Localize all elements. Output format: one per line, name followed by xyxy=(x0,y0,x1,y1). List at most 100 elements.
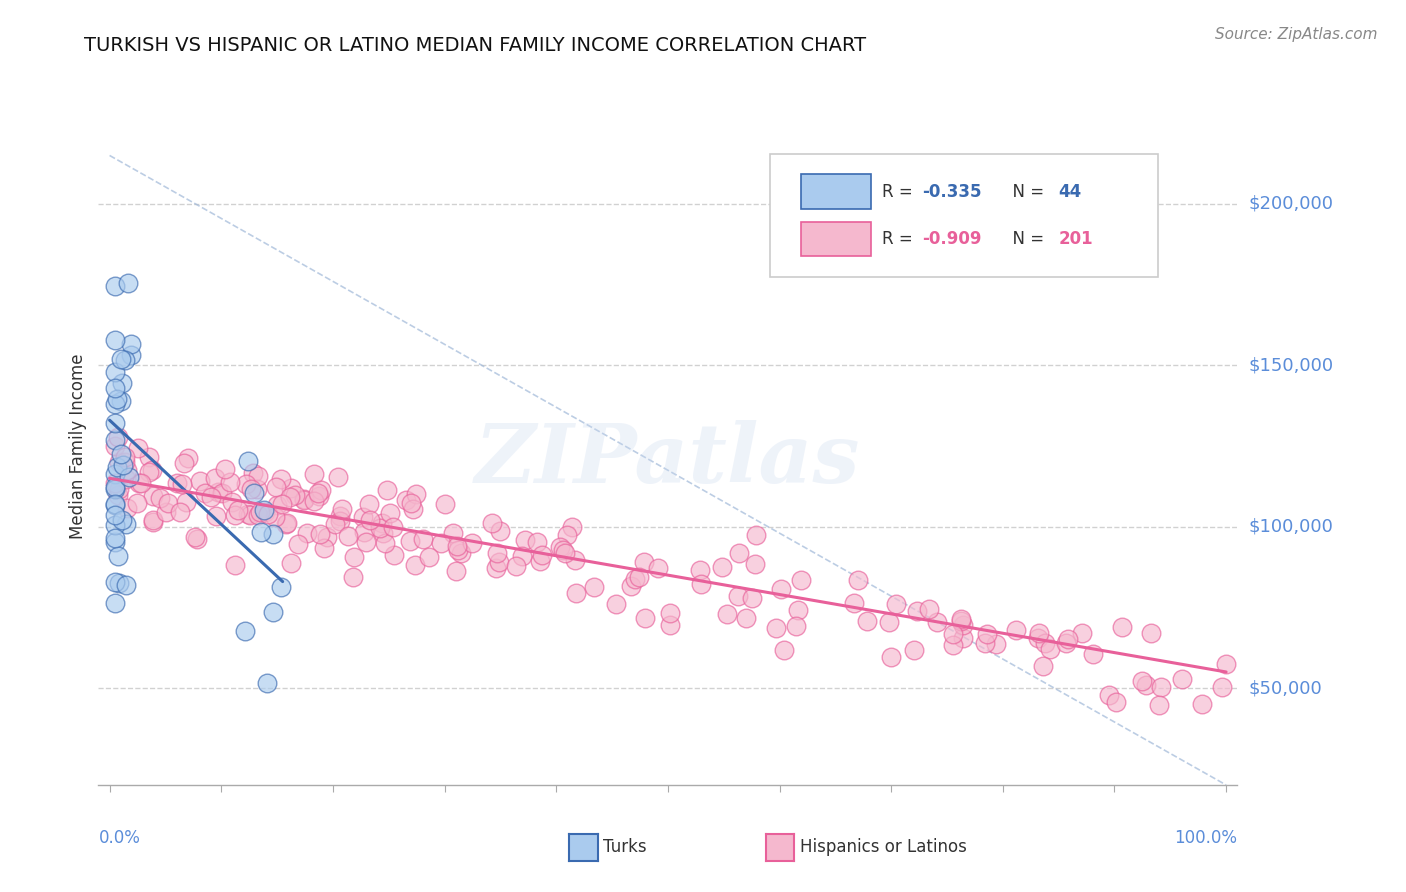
Point xyxy=(489,524,512,539)
Point xyxy=(280,557,302,571)
Point xyxy=(125,496,148,510)
Point xyxy=(373,525,395,540)
Point xyxy=(108,455,131,469)
Point xyxy=(249,505,271,519)
Point xyxy=(1057,632,1080,647)
Point xyxy=(727,590,749,604)
Point xyxy=(270,580,292,594)
Point xyxy=(399,496,422,510)
Point xyxy=(918,602,941,616)
Y-axis label: Median Family Income: Median Family Income xyxy=(69,353,87,539)
Point xyxy=(120,337,142,351)
Point xyxy=(1191,697,1213,711)
Point xyxy=(239,508,262,522)
Point xyxy=(1026,631,1049,645)
Point xyxy=(564,553,586,567)
Point xyxy=(551,543,574,558)
Point xyxy=(950,612,973,626)
Point xyxy=(239,482,262,496)
Point xyxy=(561,520,583,534)
Point xyxy=(1130,673,1153,688)
Point xyxy=(104,574,127,589)
Text: 44: 44 xyxy=(1059,183,1081,201)
Point xyxy=(246,469,269,483)
Point xyxy=(744,558,766,572)
Point xyxy=(627,570,650,584)
Text: N =: N = xyxy=(1001,230,1049,248)
Point xyxy=(114,455,136,469)
Point xyxy=(149,491,172,505)
Point xyxy=(510,549,533,563)
Point xyxy=(114,450,136,465)
Point xyxy=(173,456,195,470)
Point xyxy=(633,555,655,569)
Point xyxy=(605,597,627,611)
Point xyxy=(446,564,468,578)
Point xyxy=(274,516,297,531)
Point xyxy=(565,585,588,599)
Point xyxy=(405,487,427,501)
Point xyxy=(856,614,879,628)
Text: $200,000: $200,000 xyxy=(1249,194,1333,213)
Point xyxy=(166,475,188,490)
Point xyxy=(292,491,315,506)
Point xyxy=(278,490,301,504)
Point xyxy=(1111,619,1133,633)
Point xyxy=(114,472,136,486)
Point xyxy=(155,505,177,519)
Point xyxy=(418,549,440,564)
Point xyxy=(624,572,647,586)
Point xyxy=(104,476,127,491)
Point xyxy=(329,509,352,524)
Point xyxy=(307,486,329,500)
Point xyxy=(110,352,132,367)
Point xyxy=(789,574,811,588)
Point xyxy=(287,537,309,551)
Point xyxy=(105,392,128,407)
Point xyxy=(104,499,127,513)
Text: -0.909: -0.909 xyxy=(922,230,981,248)
Point xyxy=(1098,688,1121,702)
Point xyxy=(1105,695,1128,709)
Point xyxy=(104,333,127,347)
Point xyxy=(557,528,579,542)
Point xyxy=(374,535,396,549)
Point xyxy=(1033,635,1056,649)
Point xyxy=(952,617,974,632)
Point xyxy=(770,582,793,596)
Point xyxy=(104,365,127,379)
Text: 201: 201 xyxy=(1059,230,1092,248)
Point xyxy=(330,501,353,516)
Point xyxy=(741,591,763,605)
Point xyxy=(526,534,548,549)
Point xyxy=(1070,626,1092,640)
Point xyxy=(554,545,576,559)
Point xyxy=(110,447,132,461)
Point xyxy=(877,615,900,629)
Point xyxy=(256,507,278,521)
Point xyxy=(352,510,374,524)
Point xyxy=(115,463,138,477)
Point xyxy=(118,470,141,484)
Point xyxy=(312,541,335,555)
Point xyxy=(382,548,405,562)
Point xyxy=(104,396,127,410)
Point xyxy=(846,574,869,588)
Point xyxy=(114,577,136,591)
Point xyxy=(357,497,380,511)
Point xyxy=(194,485,217,500)
Point xyxy=(395,493,418,508)
Point xyxy=(211,486,233,500)
Point xyxy=(1211,681,1233,695)
Point xyxy=(716,607,738,621)
Point xyxy=(744,528,766,542)
Point xyxy=(138,465,160,479)
Text: $150,000: $150,000 xyxy=(1249,356,1333,375)
Point xyxy=(450,546,472,560)
Text: Turks: Turks xyxy=(603,838,647,856)
Point xyxy=(186,532,208,546)
Point xyxy=(647,561,669,575)
Point xyxy=(104,508,127,522)
Point xyxy=(404,558,426,573)
Text: TURKISH VS HISPANIC OR LATINO MEDIAN FAMILY INCOME CORRELATION CHART: TURKISH VS HISPANIC OR LATINO MEDIAN FAM… xyxy=(84,36,866,54)
